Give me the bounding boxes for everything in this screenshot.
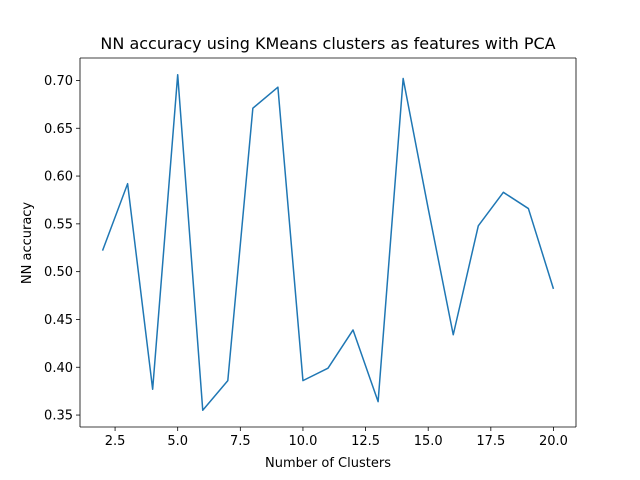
y-tick-label: 0.40 bbox=[44, 361, 73, 376]
y-tick-label: 0.60 bbox=[44, 170, 73, 185]
x-tick-label: 10.0 bbox=[288, 434, 317, 449]
x-tick-label: 15.0 bbox=[414, 434, 443, 449]
y-tick-label: 0.45 bbox=[44, 313, 73, 328]
plot-area: 2.5 5.0 7.5 10.0 12.5 15.0 17.5 20.0 0.35 0.40 0.4… bbox=[44, 57, 577, 449]
x-tick-label: 2.5 bbox=[105, 434, 126, 449]
y-tick-label: 0.50 bbox=[44, 265, 73, 280]
y-tick-label: 0.55 bbox=[44, 217, 73, 232]
x-axis-label: Number of Clusters bbox=[265, 456, 391, 471]
series-line-0 bbox=[101, 73, 555, 412]
x-tick-label: 20.0 bbox=[539, 434, 568, 449]
x-tick-label: 17.5 bbox=[476, 434, 505, 449]
x-tick-label: 5.0 bbox=[167, 434, 188, 449]
chart-title: NN accuracy using KMeans clusters as fea… bbox=[100, 34, 555, 53]
y-tick-label: 0.70 bbox=[44, 74, 73, 89]
y-tick-label: 0.35 bbox=[44, 409, 73, 424]
y-axis-label: NN accuracy bbox=[20, 202, 35, 285]
x-tick-label: 12.5 bbox=[351, 434, 380, 449]
x-tick-label: 7.5 bbox=[230, 434, 251, 449]
y-tick-label: 0.65 bbox=[44, 122, 73, 137]
